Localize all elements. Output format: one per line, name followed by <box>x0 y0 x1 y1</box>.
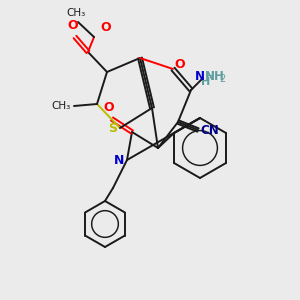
Text: S: S <box>109 122 118 136</box>
Text: O: O <box>175 58 185 70</box>
Text: 2: 2 <box>219 74 225 84</box>
Text: CH₃: CH₃ <box>66 8 85 18</box>
Text: O: O <box>104 101 114 114</box>
Text: CH₃: CH₃ <box>52 101 71 111</box>
Text: O: O <box>100 21 111 34</box>
Text: O: O <box>68 19 78 32</box>
Text: CN: CN <box>200 124 219 137</box>
Text: H: H <box>206 72 214 82</box>
Text: NH: NH <box>205 70 225 83</box>
Text: H: H <box>201 77 210 87</box>
Text: N: N <box>114 154 124 166</box>
Text: N: N <box>195 70 205 83</box>
